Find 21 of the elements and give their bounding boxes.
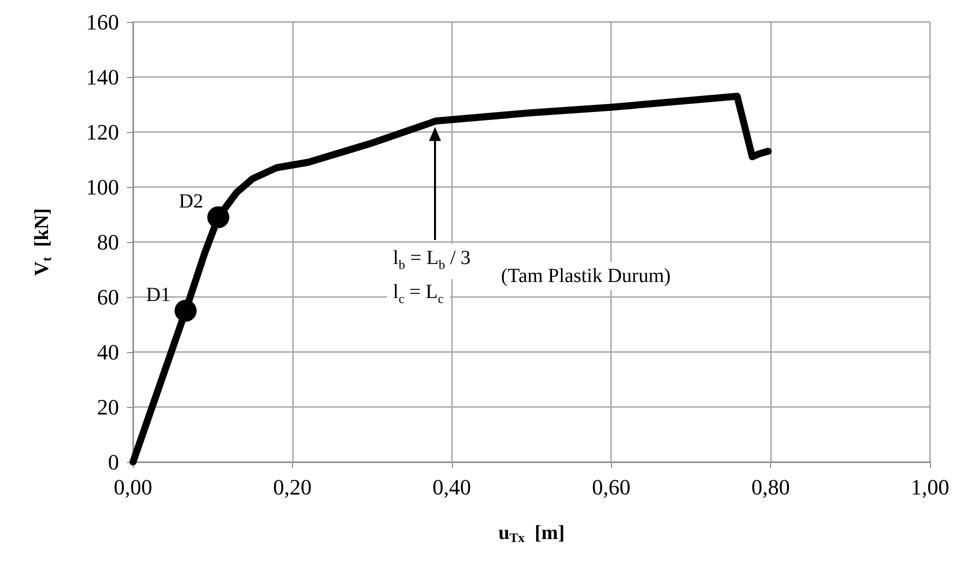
x-tick-label: 1,00 — [910, 474, 950, 500]
y-tick-label: 160 — [86, 10, 119, 34]
data-label: D1 — [146, 284, 171, 306]
y-tick-label: 80 — [97, 230, 119, 254]
annotation: (Tam Plastik Durum) — [495, 262, 677, 290]
x-tick-label: 0,40 — [432, 474, 472, 500]
x-tick-label: 0,00 — [114, 474, 152, 500]
y-tick-label: 100 — [86, 174, 119, 200]
x-tick-label: 0,20 — [273, 474, 312, 500]
x-tick-label: 0,80 — [751, 474, 790, 500]
y-tick-label: 60 — [97, 284, 119, 310]
y-tick-label: 120 — [86, 120, 119, 144]
y-tick-label: 20 — [97, 394, 119, 420]
data-label: D2 — [178, 190, 204, 212]
y-axis-title: Vt [kN] — [31, 208, 54, 276]
y-tick-label: 0 — [108, 450, 119, 474]
annotation: l$_{b}$ = L$_{b}$ / 3 — [387, 244, 477, 279]
y-tick-label: 40 — [97, 340, 119, 364]
y-tick-label: 140 — [86, 64, 119, 90]
x-tick-label: 0,60 — [592, 474, 630, 500]
annotation: l$_{c}$ = L$_{c}$ — [387, 278, 450, 313]
